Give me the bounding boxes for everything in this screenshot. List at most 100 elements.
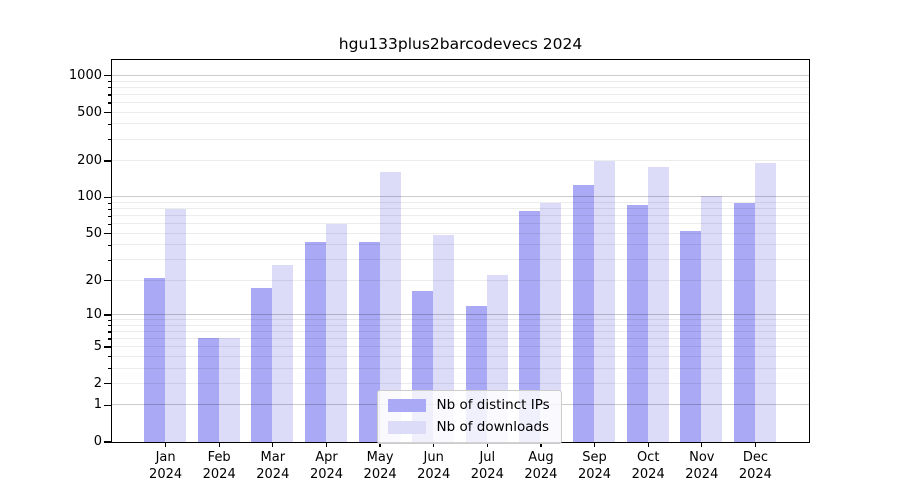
bar-downloads [165,208,187,442]
legend-swatch-distinct-ips [387,398,426,412]
x-tick-mark [647,442,649,447]
y-tick-label: 1000 [68,67,102,83]
gridline-minor [111,324,809,326]
x-tick-label: Aug 2024 [524,450,558,482]
x-tick-mark [165,442,167,447]
y-minor-tick-mark [107,208,111,210]
y-minor-tick-mark [107,356,111,358]
bar-distinct-ips [251,288,273,442]
y-tick-label: 200 [77,153,102,168]
y-tick-label: 0 [93,434,102,449]
bar-downloads [701,196,723,442]
y-tick-label: 10 [85,306,102,322]
y-minor-tick-mark [107,215,111,217]
gridline-minor [111,367,809,369]
y-tick-label: 1 [93,397,102,413]
gridline-minor [111,215,809,217]
y-minor-tick-mark [107,94,111,96]
x-tick-label: Sep 2024 [577,450,612,482]
gridline-minor [111,259,809,260]
x-tick-mark [701,442,703,447]
gridline-minor [111,160,809,161]
y-minor-tick-mark [107,325,111,327]
x-tick-label: Dec 2024 [738,450,772,482]
bar-downloads [218,338,240,442]
x-tick-label: Mar 2024 [256,450,290,482]
gridline-minor [111,202,809,203]
plot-area: Nb of distinct IPs Nb of downloads [110,58,810,444]
x-tick-mark [325,442,328,447]
y-tick-mark [104,404,111,406]
x-tick-label: May 2024 [363,450,397,482]
bar-distinct-ips [358,242,380,442]
x-tick-label: Jan 2024 [149,450,183,482]
gridline-major [111,196,809,198]
gridline-minor [111,80,809,82]
x-tick-label: Feb 2024 [202,450,236,482]
bar-distinct-ips [733,203,755,442]
y-tick-mark [104,441,111,443]
y-minor-tick-mark [107,319,111,321]
y-minor-tick-mark [107,123,111,126]
y-tick-mark [104,160,111,162]
x-tick-label: Jul 2024 [470,450,504,482]
bar-distinct-ips [626,204,648,442]
legend-swatch-downloads [387,420,426,434]
gridline-minor [111,319,809,320]
bar-downloads [540,202,562,442]
y-tick-mark [104,314,111,316]
bar-distinct-ips [144,277,166,442]
gridline-minor [111,123,809,125]
y-tick-mark [104,233,111,235]
bar-downloads [594,161,616,442]
x-tick-label: Nov 2024 [685,450,719,482]
y-minor-tick-mark [107,87,111,89]
y-minor-tick-mark [107,223,111,225]
bar-distinct-ips [573,185,595,442]
x-tick-label: Oct 2024 [631,450,665,482]
legend-item-distinct-ips: Nb of distinct IPs [387,396,550,413]
y-tick-mark [104,346,111,348]
y-tick-mark [104,75,111,77]
gridline-minor [111,232,809,234]
gridline-minor [111,111,809,113]
y-tick-label: 2 [93,375,102,391]
gridline-minor [111,355,809,357]
x-tick-mark [218,442,220,447]
y-minor-tick-mark [107,368,111,370]
y-tick-mark [104,111,111,114]
x-tick-label: Apr 2024 [309,450,344,482]
gridline-minor [111,208,809,210]
y-minor-tick-mark [107,139,111,141]
gridline-minor [111,279,809,281]
y-minor-tick-mark [107,202,111,204]
bar-downloads [272,264,294,442]
gridline-minor [111,86,809,88]
legend-label-downloads: Nb of downloads [436,418,550,435]
x-tick-mark [379,442,381,447]
x-tick-label: Jun 2024 [417,450,451,482]
y-tick-label: 100 [77,189,102,205]
gridline-minor [111,346,809,348]
bar-downloads [325,223,347,442]
y-tick-label: 20 [85,272,102,288]
bar-downloads [647,166,669,442]
y-tick-label: 500 [77,104,102,120]
gridline-minor [111,382,809,384]
x-tick-mark [754,442,756,447]
y-minor-tick-mark [107,331,111,333]
y-tick-label: 5 [93,339,102,355]
bar-downloads [754,163,776,442]
y-tick-mark [104,280,111,282]
y-minor-tick-mark [107,259,111,261]
gridline-major [111,313,809,315]
bar-distinct-ips [197,338,219,442]
gridline-major [111,74,809,76]
legend-label-distinct-ips: Nb of distinct IPs [436,396,550,413]
gridline-minor [111,101,809,103]
y-minor-tick-mark [107,244,111,246]
legend-item-downloads: Nb of downloads [387,418,550,435]
gridline-minor [111,93,809,95]
chart-title: hgu133plus2barcodevecs 2024 [338,35,583,53]
